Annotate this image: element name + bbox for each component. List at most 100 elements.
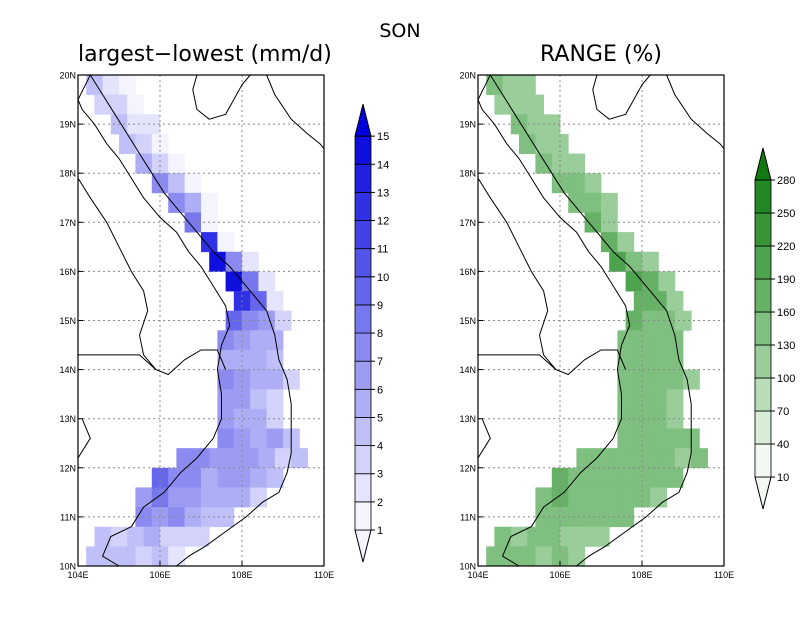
country-border (592, 74, 651, 120)
lat-tick-label: 15N (459, 316, 476, 326)
grid-cell (192, 448, 210, 469)
grid-cell (168, 192, 185, 213)
grid-cell (242, 310, 259, 331)
grid-cell (568, 546, 585, 567)
grid-cell (650, 330, 667, 351)
grid-cell (209, 251, 226, 272)
grid-cell (601, 487, 618, 508)
grid-cell (209, 448, 226, 469)
colorbar-label: 5 (377, 412, 383, 424)
grid-cell (666, 389, 684, 410)
grid-cell (291, 448, 308, 469)
grid-cell (201, 232, 218, 253)
colorbar-label: 130 (777, 340, 795, 352)
grid-cell (666, 467, 684, 488)
country-border (77, 418, 91, 459)
colorbar-segment (354, 445, 372, 475)
grid-cell (192, 526, 210, 547)
grid-cell (510, 526, 528, 547)
colorbar-segment (354, 417, 372, 447)
grid-cell (225, 271, 243, 292)
grid-cell (617, 232, 635, 253)
colorbar-segment (354, 360, 372, 390)
grid-cell (266, 428, 284, 449)
lat-tick-label: 13N (459, 414, 476, 424)
grid-cell (551, 153, 569, 174)
grid-cell (201, 192, 218, 213)
colorbar-segment (354, 163, 372, 193)
grid-cell (486, 75, 503, 96)
grid-cell (151, 173, 169, 194)
grid-cell (168, 487, 185, 508)
lon-tick-label: 106E (549, 570, 570, 580)
grid-cell (535, 153, 553, 174)
grid-cell (560, 526, 577, 547)
colorbar-right: 10 40 70 100 130 160 190 220 250 280 (754, 147, 795, 510)
grid-cell (617, 507, 635, 528)
grid-cell (168, 507, 185, 528)
grid-cell (617, 330, 635, 351)
grid-cell (135, 153, 153, 174)
colorbar-segment (354, 191, 372, 221)
grid-cell (110, 94, 128, 115)
colorbar-upper-arrow (354, 104, 372, 137)
lat-tick-label: 17N (59, 218, 76, 228)
lat-tick-label: 16N (59, 267, 76, 277)
grid-cell (151, 153, 169, 174)
country-border (666, 74, 725, 150)
grid-cell (633, 369, 651, 390)
colorbar-label: 70 (777, 406, 789, 418)
grid-cell (233, 349, 251, 370)
grid-cell (217, 507, 235, 528)
grid-cell (510, 94, 528, 115)
grid-cell (168, 546, 185, 567)
grid-cell (642, 271, 659, 292)
colorbar-label: 1 (377, 525, 383, 537)
grid-cell (633, 467, 651, 488)
colorbar-label: 7 (377, 356, 383, 368)
grid-cell (266, 467, 284, 488)
grid-cell (151, 467, 169, 488)
lon-tick-label: 108E (631, 570, 652, 580)
lat-tick-label: 10N (59, 562, 76, 572)
grid-cell (527, 114, 544, 135)
grid-cell (184, 173, 202, 194)
grid-cell (625, 271, 643, 292)
grid-cell (658, 271, 676, 292)
grid-cell (519, 546, 536, 567)
grid-cell (683, 369, 700, 390)
grid-cell (584, 487, 602, 508)
grid-cell (217, 428, 235, 449)
grid-cell (584, 192, 602, 213)
grid-cell (551, 133, 569, 154)
lat-tick-label: 11N (60, 512, 76, 522)
colorbar-label: 14 (377, 159, 389, 171)
lat-tick-label: 15N (59, 316, 76, 326)
colorbar-label: 100 (777, 373, 795, 385)
grid-cell (135, 133, 153, 154)
grid-cell (233, 408, 251, 429)
colorbar-segment (354, 501, 372, 531)
colorbar-label: 8 (377, 328, 383, 340)
grid-cell (266, 389, 284, 410)
map-panel-right: 104E 106E 108E 110E 10N 11N 12N 13N 14N 15N 16N 17N… (459, 71, 734, 581)
grid-cell (625, 251, 643, 272)
country-border (477, 177, 627, 376)
country-border (77, 177, 227, 376)
colorbar-label: 2 (377, 497, 383, 509)
grid-cell (617, 389, 635, 410)
grid-cell (201, 467, 218, 488)
grid-cell (617, 467, 635, 488)
grid-cell (584, 467, 602, 488)
colorbar-label: 280 (777, 175, 795, 187)
grid-cell (184, 487, 202, 508)
grid-cell (617, 428, 635, 449)
colorbar-segment (754, 311, 772, 346)
lat-tick-label: 18N (59, 169, 76, 179)
colorbar-upper-arrow (754, 147, 772, 181)
grid-cell (535, 546, 553, 567)
grid-cell (184, 192, 202, 213)
panel-title-left: largest−lowest (mm/d) (78, 42, 332, 67)
grid-cell (110, 526, 128, 547)
